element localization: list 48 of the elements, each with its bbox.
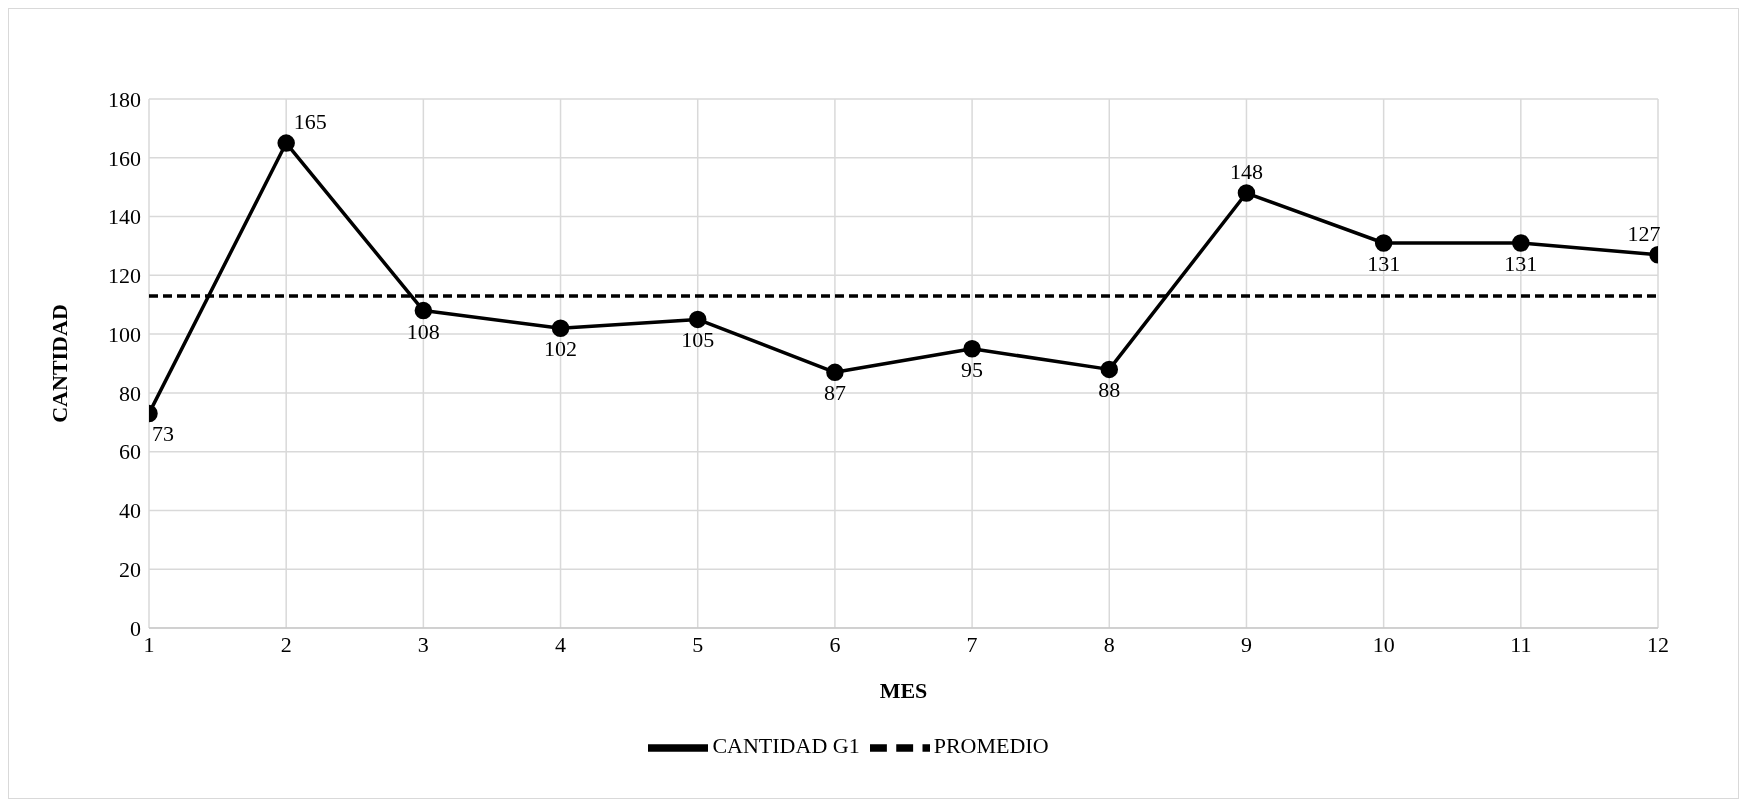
x-tick-label: 8 [1103,631,1115,657]
y-tick-label: 160 [108,145,141,171]
x-tick-label: 7 [966,631,978,657]
point [1100,360,1119,379]
data-label: 127 [1627,220,1661,246]
x-tick-label: 1 [143,631,155,657]
point [826,363,844,382]
y-tick-label: 180 [108,86,141,112]
point [1237,184,1256,202]
y-tick-label: 140 [108,204,141,230]
data-label: 87 [823,380,846,406]
x-tick-label: 10 [1372,631,1395,657]
data-label: 148 [1229,159,1263,185]
x-tick-label: 9 [1240,631,1252,657]
x-tick-label: 12 [1647,631,1669,657]
data-label: 88 [1098,377,1121,403]
data-label: 131 [1367,251,1401,277]
x-tick-label: 2 [280,631,292,657]
y-tick-label: 0 [130,615,141,641]
point [688,310,707,329]
x-tick-label: 3 [417,631,429,657]
data-label: 95 [961,356,984,382]
legend-label: PROMEDIO [933,733,1049,759]
point [1512,234,1530,252]
x-tick-label: 6 [829,631,841,657]
point [414,301,433,320]
y-tick-label: 40 [119,498,141,524]
x-tick-label: 4 [555,631,567,657]
y-tick-label: 20 [119,557,141,583]
y-tick-label: 120 [108,263,141,289]
data-label: 108 [406,318,440,344]
data-label: 102 [544,336,578,362]
point [277,134,295,152]
x-tick-label: 5 [692,631,704,657]
data-label: 105 [681,327,715,353]
x-tick-label: 11 [1510,631,1532,657]
data-label: 131 [1504,251,1538,277]
data-label: 73 [152,421,174,447]
point [963,340,981,358]
x-axis-title: MES [879,678,928,703]
y-axis-title: CANTIDAD [46,304,72,423]
y-tick-label: 80 [119,380,141,406]
data-label: 165 [293,109,327,135]
legend-label: CANTIDAD G1 [712,733,860,759]
point [1374,234,1393,252]
y-tick-label: 60 [119,439,141,465]
y-tick-label: 100 [108,321,141,347]
point [551,319,570,337]
